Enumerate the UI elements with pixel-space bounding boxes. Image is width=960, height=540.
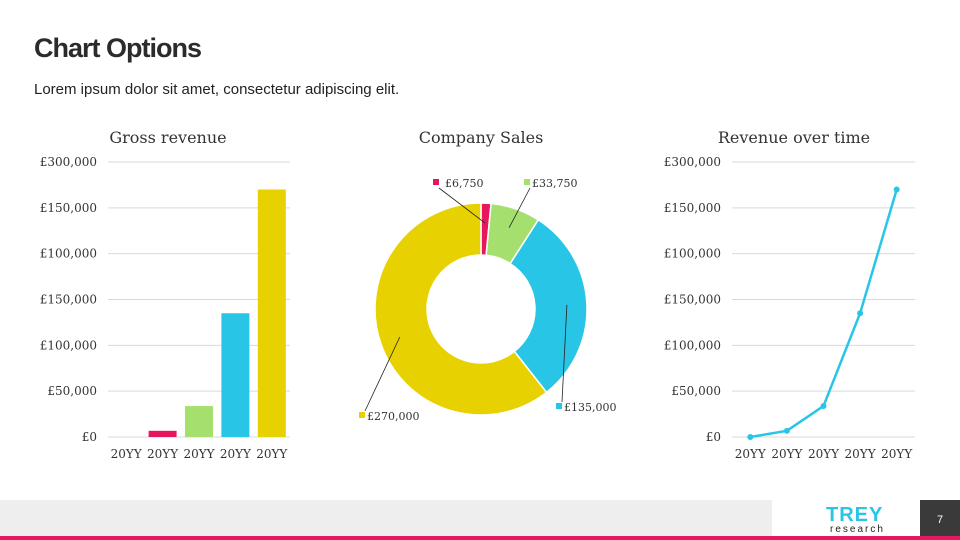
line-x-tick-label: 20YY xyxy=(735,447,767,461)
line-y-tick-label: £0 xyxy=(706,430,721,444)
charts-canvas: Gross revenue £0 £50,000 £100,000 £150,000 £… xyxy=(40,128,915,461)
company-sales-title: Company Sales xyxy=(419,128,544,147)
pie-leader-line xyxy=(561,304,568,403)
bar-y-tick-label: £0 xyxy=(82,430,97,444)
line-y-tick-label: £300,000 xyxy=(664,155,721,169)
line-y-tick-label: £150,000 xyxy=(664,201,721,215)
page-number: 7 xyxy=(920,500,960,540)
bar-2 xyxy=(148,430,177,437)
line-y-tick-label: £100,000 xyxy=(664,338,721,352)
pie-leader-line xyxy=(364,336,401,412)
bar-y-tick-label: £300,000 xyxy=(40,155,97,169)
pie-data-label: £135,000 xyxy=(564,401,617,414)
logo-box xyxy=(772,500,920,536)
bar-y-tick-label: £100,000 xyxy=(40,247,97,261)
line-point-4 xyxy=(857,310,864,317)
line-point-3 xyxy=(820,403,827,410)
line-point-1 xyxy=(747,434,754,440)
logo-wordmark: TREY xyxy=(826,504,884,526)
gross-revenue-title: Gross revenue xyxy=(109,128,226,147)
bar-x-tick-label: 20YY xyxy=(220,447,252,461)
line-x-tick-label: 20YY xyxy=(808,447,840,461)
bar-3 xyxy=(185,406,213,437)
line-y-tick-label: £100,000 xyxy=(664,247,721,261)
pie-data-label: £33,750 xyxy=(532,177,578,190)
line-y-tick-label: £150,000 xyxy=(664,293,721,307)
page-subtitle: Lorem ipsum dolor sit amet, consectetur … xyxy=(34,81,400,98)
line-x-tick-label: 20YY xyxy=(881,447,913,461)
bar-x-tick-label: 20YY xyxy=(111,447,143,461)
revenue-over-time-chart: Revenue over time £0 £50,000 £100,000 £150,… xyxy=(664,128,915,461)
line-x-tick-label: 20YY xyxy=(845,447,877,461)
bar-y-tick-label: £150,000 xyxy=(40,201,97,215)
bar-4 xyxy=(221,313,250,437)
bar-5 xyxy=(257,189,286,437)
pie-slice-4 xyxy=(374,202,548,416)
pie-leader-line xyxy=(438,187,486,224)
pie-legend-swatch xyxy=(359,412,365,418)
bar-y-tick-label: £50,000 xyxy=(47,384,97,398)
pie-slice-3 xyxy=(509,218,588,394)
revenue-over-time-title: Revenue over time xyxy=(718,128,870,147)
bar-y-tick-label: £150,000 xyxy=(40,293,97,307)
pie-leader-line xyxy=(508,187,531,228)
bar-x-tick-label: 20YY xyxy=(183,447,215,461)
bar-x-tick-label: 20YY xyxy=(147,447,179,461)
pie-data-label: £270,000 xyxy=(367,410,420,423)
line-x-tick-label: 20YY xyxy=(771,447,803,461)
pie-data-label: £6,750 xyxy=(445,177,484,190)
revenue-series-line xyxy=(750,189,898,439)
bar-x-tick-label: 20YY xyxy=(256,447,288,461)
logo-subtitle: research xyxy=(830,524,885,535)
line-point-5 xyxy=(893,186,900,193)
line-point-2 xyxy=(783,427,790,434)
pie-legend-swatch xyxy=(524,179,530,185)
gross-revenue-chart: Gross revenue £0 £50,000 £100,000 £150,000 £… xyxy=(40,128,290,461)
pie-legend-swatch xyxy=(556,403,562,409)
company-sales-chart: Company Sales £6,750 £33,750 £135,000 £270,… xyxy=(359,128,617,423)
line-y-tick-label: £50,000 xyxy=(671,384,721,398)
page-title: Chart Options xyxy=(34,33,202,63)
pie-legend-swatch xyxy=(433,179,439,185)
bar-y-tick-label: £100,000 xyxy=(40,338,97,352)
footer-accent-line xyxy=(0,536,960,540)
